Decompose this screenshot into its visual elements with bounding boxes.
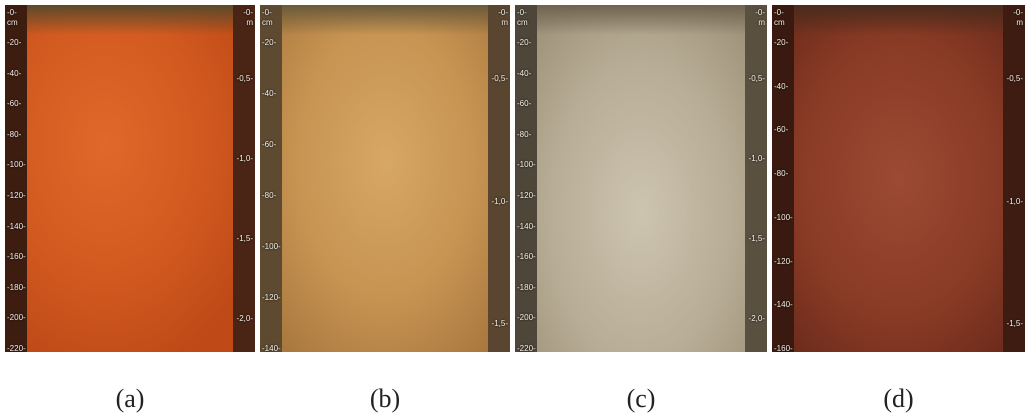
scale-label: -60- bbox=[774, 126, 788, 134]
scale-label: -1,0- bbox=[237, 155, 253, 163]
scale-label: cm bbox=[774, 19, 785, 27]
scale-label: -2,0- bbox=[749, 315, 765, 323]
scale-label: m bbox=[501, 19, 508, 27]
scale-label: -0- bbox=[517, 9, 527, 17]
scale-label: -200- bbox=[517, 314, 536, 322]
scale-label: -160- bbox=[7, 253, 26, 261]
scale-label: -120- bbox=[262, 294, 281, 302]
scale-label: -1,5- bbox=[492, 320, 508, 328]
page: -0- cm -20- -40- -60- -80- -100- -120- -140- -160… bbox=[0, 0, 1029, 415]
scale-label: -80- bbox=[262, 192, 276, 200]
measuring-tape bbox=[515, 5, 537, 352]
scale-label: -0,5- bbox=[492, 75, 508, 83]
scale-label: -180- bbox=[517, 284, 536, 292]
soil-profile: -0- cm -20- -40- -60- -80- -100- -120- -140- -160… bbox=[515, 5, 767, 352]
measuring-tape bbox=[1003, 5, 1025, 352]
scale-label: -1,0- bbox=[749, 155, 765, 163]
scale-label: m bbox=[246, 19, 253, 27]
measuring-tape bbox=[745, 5, 767, 352]
caption: (b) bbox=[355, 384, 415, 414]
scale-label: -2,0- bbox=[237, 315, 253, 323]
scale-label: -140- bbox=[517, 223, 536, 231]
scale-label: -0- bbox=[498, 9, 508, 17]
scale-label: -1,5- bbox=[749, 235, 765, 243]
scale-label: -20- bbox=[262, 39, 276, 47]
soil-image bbox=[515, 5, 767, 352]
scale-label: -40- bbox=[517, 70, 531, 78]
scale-label: -220- bbox=[517, 345, 536, 352]
scale-label: -0,5- bbox=[237, 75, 253, 83]
caption: (d) bbox=[869, 384, 929, 414]
scale-label: -160- bbox=[774, 345, 793, 352]
scale-label: -200- bbox=[7, 314, 26, 322]
scale-label: -0- bbox=[774, 9, 784, 17]
caption: (a) bbox=[100, 384, 160, 414]
scale-label: -0- bbox=[755, 9, 765, 17]
scale-label: -20- bbox=[774, 39, 788, 47]
scale-label: -1,5- bbox=[1007, 320, 1023, 328]
scale-label: -80- bbox=[774, 170, 788, 178]
scale-label: cm bbox=[517, 19, 528, 27]
soil-profile: -0- cm -20- -40- -60- -80- -100- -120- -140- -160… bbox=[772, 5, 1025, 352]
scale-label: cm bbox=[7, 19, 18, 27]
scale-label: -60- bbox=[262, 141, 276, 149]
scale-label: -120- bbox=[774, 258, 793, 266]
scale-label: -100- bbox=[517, 161, 536, 169]
scale-label: -60- bbox=[517, 100, 531, 108]
scale-label: -40- bbox=[262, 90, 276, 98]
scale-label: m bbox=[758, 19, 765, 27]
scale-label: -180- bbox=[7, 284, 26, 292]
scale-label: -80- bbox=[517, 131, 531, 139]
scale-label: -1,5- bbox=[237, 235, 253, 243]
measuring-tape bbox=[5, 5, 27, 352]
scale-label: -100- bbox=[774, 214, 793, 222]
scale-label: -20- bbox=[517, 39, 531, 47]
scale-label: -40- bbox=[774, 83, 788, 91]
scale-label: -140- bbox=[774, 301, 793, 309]
soil-profile: -0- cm -20- -40- -60- -80- -100- -120- -140- -160… bbox=[5, 5, 255, 352]
scale-label: -0- bbox=[243, 9, 253, 17]
scale-label: -0- bbox=[7, 9, 17, 17]
soil-image bbox=[260, 5, 510, 352]
scale-label: -1,0- bbox=[492, 198, 508, 206]
scale-label: -100- bbox=[7, 161, 26, 169]
scale-label: -40- bbox=[7, 70, 21, 78]
scale-label: -160- bbox=[517, 253, 536, 261]
scale-label: -80- bbox=[7, 131, 21, 139]
scale-label: cm bbox=[262, 19, 273, 27]
scale-label: -120- bbox=[7, 192, 26, 200]
scale-label: -20- bbox=[7, 39, 21, 47]
caption: (c) bbox=[611, 384, 671, 414]
scale-label: -0,5- bbox=[1007, 75, 1023, 83]
soil-image bbox=[5, 5, 255, 352]
soil-image bbox=[772, 5, 1025, 352]
scale-label: -220- bbox=[7, 345, 26, 352]
scale-label: -0- bbox=[262, 9, 272, 17]
scale-label: -60- bbox=[7, 100, 21, 108]
measuring-tape bbox=[488, 5, 510, 352]
scale-label: -1,0- bbox=[1007, 198, 1023, 206]
scale-label: -0- bbox=[1013, 9, 1023, 17]
measuring-tape bbox=[233, 5, 255, 352]
scale-label: -0,5- bbox=[749, 75, 765, 83]
scale-label: m bbox=[1016, 19, 1023, 27]
scale-label: -120- bbox=[517, 192, 536, 200]
scale-label: -140- bbox=[262, 345, 281, 352]
scale-label: -100- bbox=[262, 243, 281, 251]
soil-profile: -0- cm -20- -40- -60- -80- -100- -120- -140- -0- m… bbox=[260, 5, 510, 352]
scale-label: -140- bbox=[7, 223, 26, 231]
